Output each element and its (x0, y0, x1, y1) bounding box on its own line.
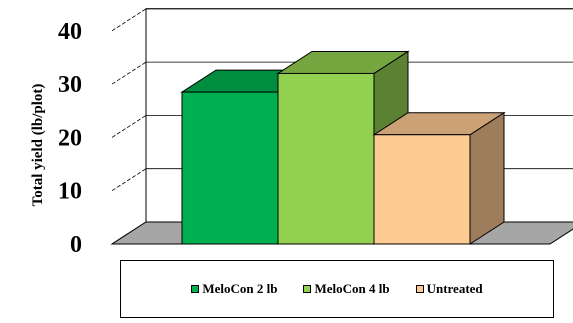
bar-front (373, 134, 471, 245)
y-tick-label: 10 (58, 179, 82, 205)
y-axis-label: Total yield (lb/plot) (30, 84, 46, 207)
bar-front (277, 72, 375, 245)
bars (180, 50, 506, 245)
gridline-side (111, 61, 147, 85)
gridline-side (111, 168, 147, 192)
legend-label: Untreated (426, 281, 483, 296)
legend-swatch (303, 285, 312, 293)
y-tick-label: 30 (58, 72, 82, 98)
legend-label: MeloCon 2 lb (202, 281, 278, 296)
legend-item: Untreated (415, 281, 483, 297)
bar-untreated (372, 111, 506, 245)
legend-label: MeloCon 4 lb (314, 281, 390, 296)
gridline-side (111, 115, 147, 138)
bar-side (469, 111, 505, 245)
y-tick-label: 40 (58, 19, 82, 45)
legend-swatch (191, 285, 200, 293)
legend: MeloCon 2 lb MeloCon 4 lb Untreated (120, 260, 554, 318)
y-tick-label: 20 (58, 125, 82, 151)
y-tick-label: 0 (70, 232, 82, 258)
legend-swatch (415, 285, 424, 293)
y-tick-labels: 0 10 20 30 40 (58, 19, 82, 258)
legend-item: MeloCon 4 lb (303, 281, 390, 297)
bar-front (181, 91, 279, 245)
legend-item: MeloCon 2 lb (191, 281, 277, 297)
gridline-side (111, 8, 147, 32)
